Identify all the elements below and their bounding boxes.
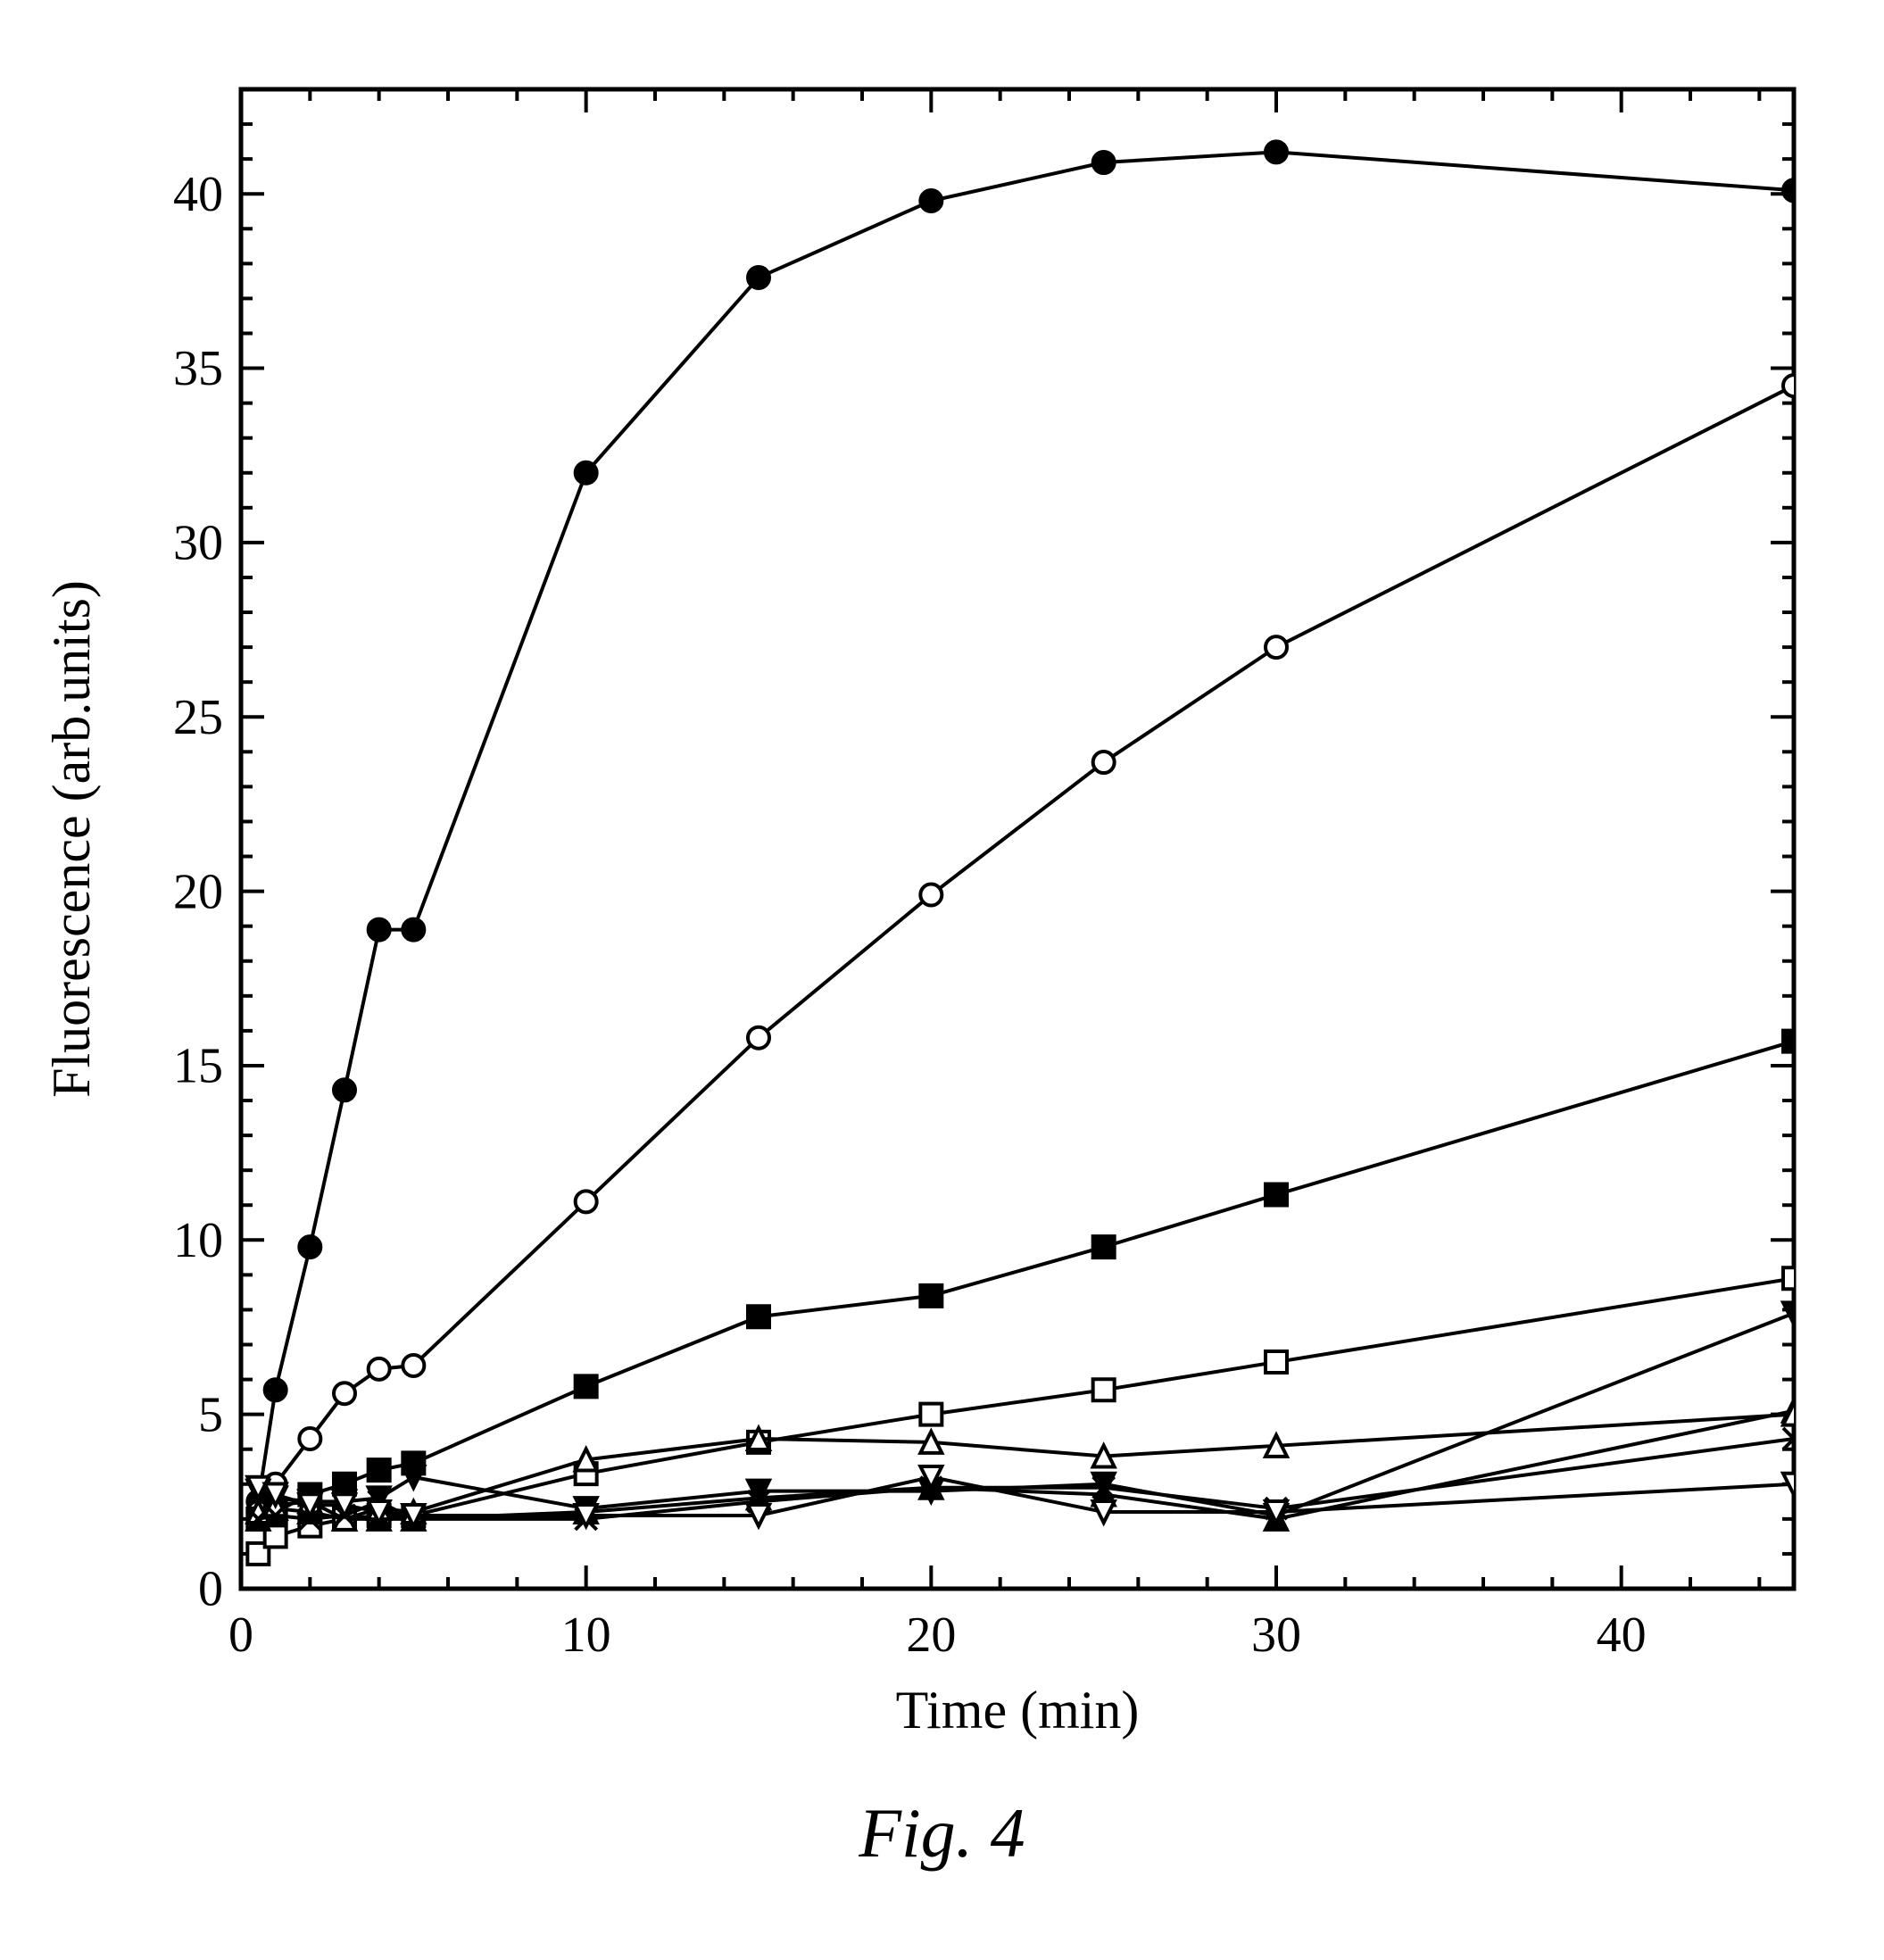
y-tick-label: 5	[198, 1387, 223, 1442]
y-tick-label: 15	[173, 1039, 223, 1094]
marker	[748, 1306, 769, 1327]
x-tick-label: 40	[1597, 1607, 1647, 1663]
marker	[748, 267, 769, 288]
y-tick-label: 10	[173, 1213, 223, 1268]
y-tick-label: 20	[173, 864, 223, 919]
marker	[920, 1404, 942, 1425]
marker	[920, 884, 942, 906]
marker	[1093, 752, 1115, 773]
marker	[334, 1383, 355, 1404]
y-tick-label: 25	[173, 690, 223, 745]
marker	[403, 1355, 424, 1376]
marker	[1266, 636, 1287, 658]
marker	[299, 1428, 320, 1449]
marker	[265, 1379, 286, 1400]
marker	[369, 1358, 390, 1380]
x-tick-label: 30	[1251, 1607, 1301, 1663]
chart-svg: 0 10 20 30 40 0 5 10 15 20 25 30 35 40 Time (min) Fluor…	[0, 0, 1884, 1960]
y-tick-label: 0	[198, 1562, 223, 1617]
marker	[920, 190, 942, 212]
x-axis-label: Time (min)	[896, 1681, 1140, 1740]
y-axis-label: Fluorescence (arb.units)	[42, 580, 101, 1098]
marker	[1266, 1351, 1287, 1373]
x-tick-label: 20	[906, 1607, 956, 1663]
marker	[576, 1191, 597, 1212]
marker	[1093, 152, 1115, 173]
marker	[576, 1375, 597, 1397]
marker	[1266, 141, 1287, 162]
marker	[403, 919, 424, 941]
y-tick-label: 40	[173, 167, 223, 222]
marker	[299, 1236, 320, 1258]
marker	[369, 919, 390, 941]
marker	[334, 1079, 355, 1100]
marker	[1093, 1379, 1115, 1400]
x-tick-label: 10	[561, 1607, 611, 1663]
marker	[920, 1285, 942, 1307]
marker	[1093, 1236, 1115, 1258]
y-tick-label: 35	[173, 341, 223, 396]
marker	[369, 1459, 390, 1481]
y-tick-label: 30	[173, 516, 223, 571]
marker	[576, 462, 597, 484]
marker	[748, 1027, 769, 1049]
x-tick-label: 0	[228, 1607, 253, 1663]
figure-caption: Fig. 4	[858, 1794, 1025, 1872]
marker	[1266, 1184, 1287, 1206]
